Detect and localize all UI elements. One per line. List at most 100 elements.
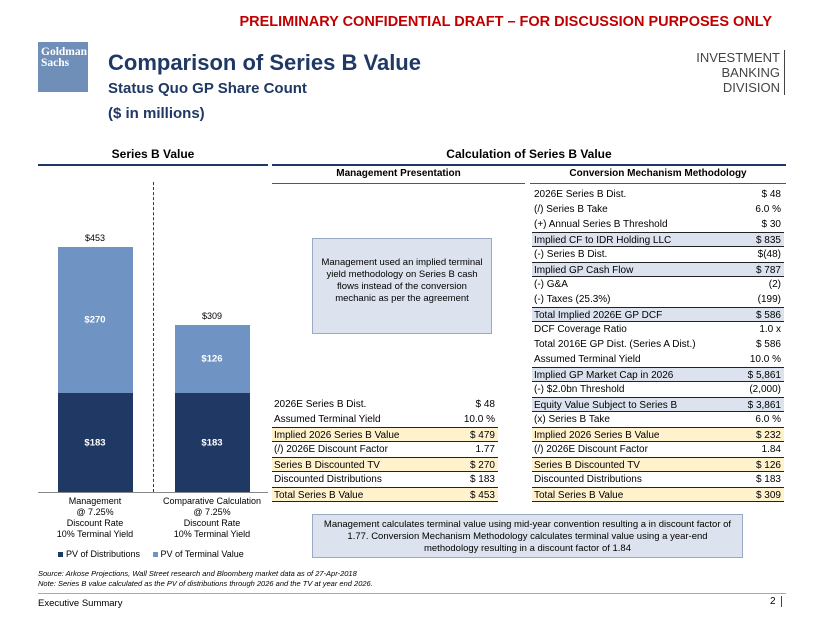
x-category-line: 10% Terminal Yield [56, 529, 134, 539]
management-table-row-label: Assumed Terminal Yield [274, 414, 381, 425]
conversion-table-row-value: (199) [757, 294, 781, 305]
conversion-table-row-label: (+) Annual Series B Threshold [534, 219, 668, 230]
conversion-table-row-label: Implied 2026 Series B Value [534, 430, 660, 441]
bar-distributions-1: $183 [57, 393, 133, 492]
logo-line-2: Sachs [41, 57, 70, 69]
conversion-table-row-label: DCF Coverage Ratio [534, 324, 627, 335]
conversion-table-row-value: (2,000) [749, 384, 781, 395]
conversion-table-row: Assumed Terminal Yield 10.0 % [532, 352, 784, 367]
management-methodology-callout: Management used an implied terminal yiel… [312, 238, 492, 334]
bar-value-label: $270 [84, 314, 106, 326]
calculation-heading: Calculation of Series B Value [446, 147, 612, 161]
conversion-table-row-value: $ 30 [761, 219, 781, 230]
x-category-line: @ 7.25% [193, 507, 231, 517]
logo-line-1: Goldman [41, 46, 88, 58]
management-table-row: (/) 2026E Discount Factor 1.77 [272, 442, 498, 457]
management-calculation-table: 2026E Series B Dist. $ 48 Assumed Terminal… [272, 397, 498, 502]
management-table-row-value: $ 479 [469, 430, 495, 441]
conversion-table-row-value: $ 183 [755, 474, 781, 485]
chart-divider-line [153, 182, 154, 492]
conversion-table-row-label: (-) Series B Dist. [534, 249, 608, 260]
conversion-table-row: Total Implied 2026E GP DCF $ 586 [532, 307, 784, 322]
x-category-line: Discount Rate [183, 518, 241, 528]
conversion-table-row-label: Implied CF to IDR Holding LLC [534, 235, 672, 246]
conversion-table-row-label: Equity Value Subject to Series B [534, 400, 678, 411]
source-line: Source: Arkose Projections, Wall Street … [38, 569, 357, 578]
conversion-table-row-label: Implied GP Market Cap in 2026 [534, 370, 674, 381]
conversion-table-row: Implied GP Market Cap in 2026 $ 5,861 [532, 367, 784, 382]
conversion-table-row-label: Total 2016E GP Dist. (Series A Dist.) [534, 339, 696, 350]
units-note: ($ in millions) [108, 105, 205, 122]
management-table-row-value: $ 183 [469, 474, 495, 485]
management-table-row-value: 10.0 % [463, 414, 495, 425]
conversion-table-row: Implied 2026 Series B Value $ 232 [532, 427, 784, 442]
management-table-row-label: Discounted Distributions [274, 474, 382, 485]
conversion-table-row-value: $ 232 [755, 430, 781, 441]
chart-x-axis [38, 492, 268, 493]
management-table-row: Implied 2026 Series B Value $ 479 [272, 427, 498, 442]
conversion-table-row-label: Total Implied 2026E GP DCF [534, 310, 663, 321]
conversion-heading-rule [530, 183, 786, 184]
conversion-table-row-value: $ 48 [761, 189, 781, 200]
conversion-table-row: Series B Discounted TV $ 126 [532, 457, 784, 472]
conversion-table-row: (x) Series B Take 6.0 % [532, 412, 784, 427]
bar-total-label-1: $453 [84, 233, 106, 243]
conversion-table-row: (/) Series B Take 6.0 % [532, 202, 784, 217]
legend-label-distributions: PV of Distributions [66, 549, 141, 559]
management-table-row: Total Series B Value $ 453 [272, 487, 498, 502]
conversion-table-row-label: Implied GP Cash Flow [534, 265, 634, 276]
bar-terminal-value-2: $126 [174, 324, 250, 394]
source-note: Source: Arkose Projections, Wall Street … [38, 569, 373, 589]
confidential-banner: PRELIMINARY CONFIDENTIAL DRAFT – FOR DIS… [239, 14, 772, 30]
management-table-row: 2026E Series B Dist. $ 48 [272, 397, 498, 412]
bar-value-label: $183 [84, 437, 106, 448]
conversion-table-row: Total 2016E GP Dist. (Series A Dist.) $ 5… [532, 337, 784, 352]
conversion-table-row-label: (-) G&A [534, 279, 568, 290]
goldman-sachs-logo: Goldman Sachs [38, 42, 88, 92]
management-presentation-heading: Management Presentation [336, 168, 461, 179]
division-line-2: DIVISION [722, 80, 780, 95]
conversion-table-row-value: $ 5,861 [747, 370, 781, 381]
x-category-label-1: Management @ 7.25% Discount Rate 10% Termin… [35, 496, 155, 540]
conversion-table-row-value: $ 309 [755, 490, 781, 501]
conversion-table-row-value: 6.0 % [755, 414, 781, 425]
legend-swatch-terminal-value [152, 552, 158, 558]
conversion-calculation-table: 2026E Series B Dist. $ 48 (/) Series B Tak… [532, 187, 784, 502]
conversion-table-row: Total Series B Value $ 309 [532, 487, 784, 502]
x-category-line: @ 7.25% [76, 507, 114, 517]
x-category-label-2: Comparative Calculation @ 7.25% Discount R… [152, 496, 272, 540]
division-line-1: INVESTMENT BANKING [696, 50, 780, 80]
conversion-table-row: DCF Coverage Ratio 1.0 x [532, 322, 784, 337]
management-table-row-value: $ 48 [475, 399, 495, 410]
conversion-table-row-label: (/) Series B Take [534, 204, 608, 215]
right-heading-rule [272, 164, 786, 166]
division-label: INVESTMENT BANKING DIVISION [640, 50, 785, 95]
bar-total-label-2: $309 [201, 310, 223, 321]
management-table-row: Series B Discounted TV $ 270 [272, 457, 498, 472]
footer-section-label: Executive Summary [38, 598, 123, 609]
conversion-table-row-value: 1.84 [761, 444, 781, 455]
series-b-value-heading: Series B Value [111, 147, 195, 161]
note-line: Note: Series B value calculated as the P… [38, 579, 373, 588]
bar-value-label: $126 [201, 353, 223, 365]
management-table-row-label: Total Series B Value [274, 490, 364, 501]
conversion-table-row: 2026E Series B Dist. $ 48 [532, 187, 784, 202]
legend-swatch-distributions [58, 552, 63, 558]
bar-terminal-value-1: $270 [57, 247, 133, 394]
conversion-table-row-label: Total Series B Value [534, 490, 624, 501]
conversion-table-row-value: 6.0 % [755, 204, 781, 215]
conversion-table-row: Implied GP Cash Flow $ 787 [532, 262, 784, 277]
bar-distributions-2: $183 [174, 393, 250, 492]
discount-factor-note: Management calculates terminal value usi… [312, 514, 743, 558]
management-table-row-label: 2026E Series B Dist. [274, 399, 367, 410]
conversion-methodology-heading: Conversion Mechanism Methodology [569, 168, 747, 179]
management-heading-rule [272, 183, 525, 184]
management-table-row: Assumed Terminal Yield 10.0 % [272, 412, 498, 427]
conversion-table-row: (+) Annual Series B Threshold $ 30 [532, 217, 784, 232]
series-b-value-chart: $183 $270 $453 Management @ 7.25% Discount Ra… [38, 166, 268, 539]
management-table-row-label: (/) 2026E Discount Factor [274, 444, 388, 455]
conversion-table-row: (-) G&A (2) [532, 277, 784, 292]
x-category-line: Comparative Calculation [162, 496, 262, 506]
conversion-table-row-value: $ 835 [755, 235, 781, 246]
management-table-row-value: $ 453 [469, 490, 495, 501]
